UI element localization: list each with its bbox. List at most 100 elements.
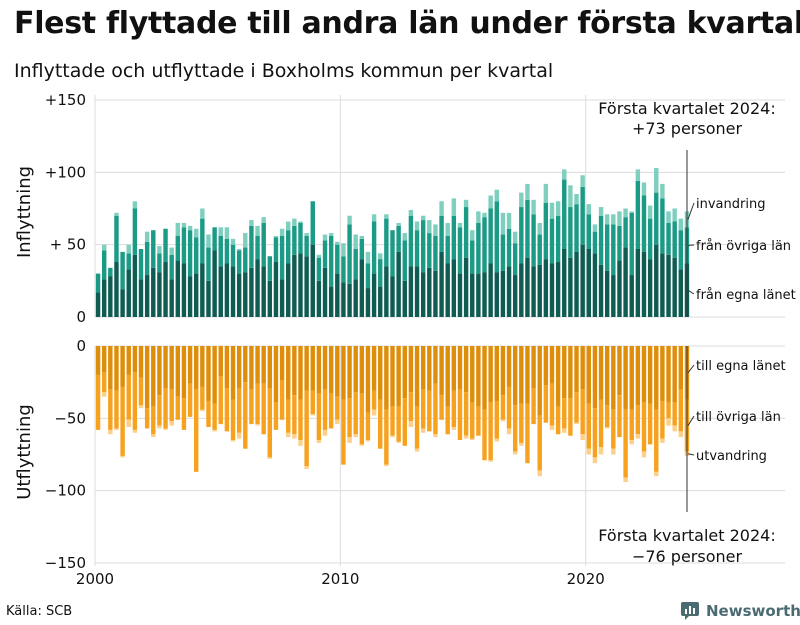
bar-out-egna: [365, 346, 371, 413]
series-label: från övriga län: [696, 239, 791, 254]
bar-out-utvandring: [470, 438, 475, 441]
bar-out-egna: [230, 346, 236, 400]
bar-out-egna: [273, 346, 279, 403]
bar-in-ovriga: [654, 192, 659, 245]
bar-in-ovriga: [439, 215, 444, 252]
bar-in-invandring: [537, 222, 542, 235]
bar-in-egna: [144, 275, 150, 317]
bar-out-utvandring: [549, 425, 555, 430]
bar-in-invandring: [420, 215, 426, 221]
series-label: från egna länet: [696, 288, 796, 303]
bar-in-ovriga: [101, 250, 107, 280]
bar-in-invandring: [273, 235, 279, 238]
x-tick-label: 2000: [76, 570, 114, 588]
bar-in-egna: [187, 276, 193, 317]
bar-in-invandring: [236, 249, 242, 251]
bar-in-egna: [261, 266, 266, 317]
bar-out-egna: [654, 346, 659, 410]
bar-in-egna: [549, 263, 555, 317]
bar-out-utvandring: [384, 464, 389, 467]
bar-out-ovriga: [322, 389, 328, 430]
bar-in-egna: [236, 273, 242, 317]
bar-in-invandring: [365, 251, 371, 264]
brand-logo[interactable]: Newsworthy: [680, 601, 800, 621]
bar-out-egna: [617, 346, 622, 396]
bar-in-invandring: [654, 167, 659, 193]
bar-out-egna: [611, 346, 616, 410]
bar-out-ovriga: [261, 383, 266, 435]
bar-in-invandring: [347, 215, 352, 225]
bar-out-ovriga: [678, 389, 684, 432]
bar-out-ovriga: [611, 409, 616, 449]
bar-in-ovriga: [132, 208, 138, 255]
bar-in-invandring: [519, 192, 524, 208]
bar-out-ovriga: [494, 400, 499, 439]
outflow-bars: [95, 346, 690, 482]
bar-in-egna: [623, 247, 628, 317]
bar-out-utvandring: [629, 440, 634, 445]
bar-in-invandring: [611, 214, 616, 225]
bar-out-utvandring: [672, 425, 677, 432]
bar-in-egna: [617, 260, 622, 317]
bar-in-invandring: [359, 235, 365, 239]
bar-out-ovriga: [347, 398, 352, 438]
bar-in-invandring: [402, 233, 407, 241]
bar-in-egna: [108, 276, 113, 317]
bar-out-egna: [488, 346, 493, 403]
series-label-leader: [687, 453, 695, 456]
bar-in-ovriga: [574, 204, 579, 252]
bar-out-ovriga: [390, 406, 395, 436]
bar-out-egna: [604, 346, 610, 406]
bar-in-egna: [494, 272, 499, 317]
bar-out-ovriga: [580, 389, 585, 435]
bar-out-ovriga: [200, 386, 205, 410]
bar-in-ovriga: [144, 241, 150, 276]
bar-in-ovriga: [408, 215, 414, 267]
bar-in-egna: [126, 269, 131, 317]
bar-out-utvandring: [512, 451, 518, 455]
bar-out-egna: [206, 346, 211, 401]
bar-out-utvandring: [586, 448, 591, 455]
bar-out-ovriga: [543, 385, 549, 423]
bar-in-invandring: [328, 233, 334, 236]
bar-in-egna: [555, 262, 561, 317]
bar-in-ovriga: [114, 215, 119, 263]
bar-out-egna: [120, 346, 125, 387]
series-label-leader: [687, 364, 695, 374]
bar-in-ovriga: [212, 227, 217, 251]
bar-in-invandring: [414, 221, 420, 231]
bar-in-ovriga: [512, 243, 518, 276]
bar-in-ovriga: [292, 225, 297, 255]
bar-in-ovriga: [286, 230, 291, 264]
bar-in-ovriga: [433, 235, 438, 271]
bar-out-ovriga: [95, 374, 101, 430]
bar-out-egna: [451, 346, 457, 391]
bar-in-ovriga: [427, 233, 432, 268]
bar-in-egna: [151, 267, 156, 317]
bar-out-ovriga: [470, 402, 475, 439]
bar-in-egna: [586, 249, 591, 317]
bar-in-egna: [445, 263, 450, 317]
bar-out-utvandring: [316, 440, 322, 443]
bar-in-egna: [531, 266, 536, 317]
bar-out-utvandring: [365, 440, 371, 442]
bar-in-egna: [427, 267, 432, 317]
bar-in-ovriga: [463, 207, 469, 258]
bar-in-invandring: [494, 189, 499, 202]
bar-in-invandring: [218, 227, 223, 236]
bar-out-egna: [555, 346, 561, 407]
bar-out-utvandring: [396, 441, 401, 443]
newsworthy-logo-icon: [681, 602, 699, 620]
bar-in-ovriga: [586, 214, 591, 250]
bar-out-egna: [267, 346, 273, 388]
bar-in-invandring: [445, 222, 450, 236]
bar-out-utvandring: [598, 447, 604, 455]
bar-out-ovriga: [488, 402, 493, 461]
bar-in-egna: [611, 275, 616, 317]
bar-in-ovriga: [378, 259, 383, 287]
bar-out-utvandring: [408, 421, 414, 428]
bar-in-egna: [267, 280, 273, 317]
bar-in-invandring: [396, 222, 401, 226]
bar-in-egna: [604, 270, 610, 317]
bar-out-egna: [678, 346, 684, 390]
